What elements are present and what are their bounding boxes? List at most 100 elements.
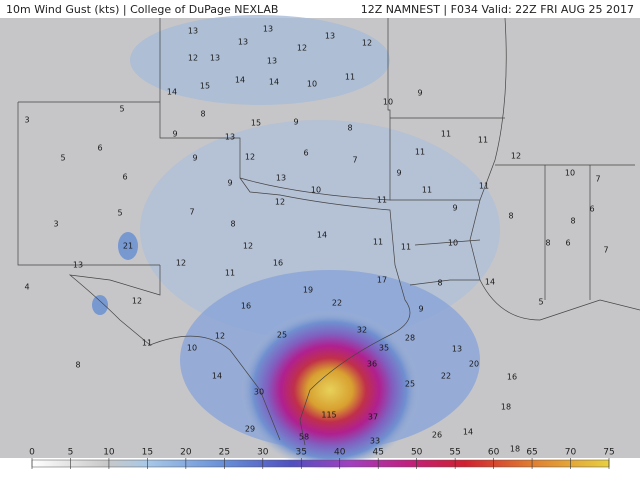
gust-label: 6 <box>565 239 570 248</box>
gust-label: 10 <box>187 344 197 353</box>
hurricane <box>240 310 420 470</box>
gust-label: 8 <box>230 220 235 229</box>
gust-label: 13 <box>73 261 83 270</box>
colorbar-label: 50 <box>411 448 423 458</box>
gust-label: 13 <box>188 27 198 36</box>
gust-label: 10 <box>565 169 575 178</box>
gust-label: 5 <box>117 209 122 218</box>
gust-label: 7 <box>595 175 600 184</box>
gust-label: 11 <box>401 243 411 252</box>
colorbar-label: 10 <box>103 448 115 458</box>
gust-label: 14 <box>235 76 245 85</box>
gust-label: 10 <box>307 80 317 89</box>
gust-label: 19 <box>303 286 313 295</box>
gust-label: 9 <box>417 89 422 98</box>
gust-label: 26 <box>432 431 442 440</box>
gust-label: 33 <box>370 437 380 446</box>
gust-label: 9 <box>192 154 197 163</box>
gust-label: 13 <box>325 32 335 41</box>
gust-label: 9 <box>452 204 457 213</box>
gust-label: 15 <box>200 82 210 91</box>
gust-label: 5 <box>60 154 65 163</box>
gust-label: 14 <box>485 278 495 287</box>
gust-label: 16 <box>241 302 251 311</box>
gust-label: 8 <box>570 217 575 226</box>
gust-label: 6 <box>589 205 594 214</box>
gust-label: 5 <box>538 298 543 307</box>
gust-label: 12 <box>243 242 253 251</box>
gust-label: 9 <box>293 118 298 127</box>
gust-label: 11 <box>142 339 152 348</box>
gust-label: 13 <box>210 54 220 63</box>
gust-label: 32 <box>357 326 367 335</box>
gust-label: 12 <box>132 297 142 306</box>
wind-region <box>118 232 138 260</box>
gust-label: 9 <box>396 169 401 178</box>
gust-label: 11 <box>373 238 383 247</box>
wind-region <box>130 15 390 105</box>
gust-label: 11 <box>415 148 425 157</box>
gust-label: 18 <box>510 445 520 454</box>
gust-label: 3 <box>53 220 58 229</box>
gust-label: 25 <box>277 331 287 340</box>
colorbar <box>31 459 610 468</box>
gust-label: 15 <box>251 119 261 128</box>
header-left: 10m Wind Gust (kts) | College of DuPage … <box>6 3 278 16</box>
colorbar-label: 45 <box>372 448 383 458</box>
gust-label: 10 <box>383 98 393 107</box>
gust-label: 9 <box>227 179 232 188</box>
gust-label: 13 <box>225 133 235 142</box>
gust-label: 9 <box>172 130 177 139</box>
gust-label: 12 <box>511 152 521 161</box>
gust-label: 21 <box>123 242 133 251</box>
gust-label: 5 <box>119 105 124 114</box>
colorbar-label: 0 <box>29 448 35 458</box>
gust-label: 11 <box>479 182 489 191</box>
gust-label: 8 <box>545 239 550 248</box>
colorbar-label: 75 <box>603 448 614 458</box>
colorbar-label: 70 <box>565 448 577 458</box>
gust-label: 12 <box>215 332 225 341</box>
gust-label: 14 <box>212 372 222 381</box>
gust-label: 11 <box>422 186 432 195</box>
gust-label: 14 <box>317 231 327 240</box>
colorbar-label: 55 <box>449 448 460 458</box>
gust-label: 14 <box>463 428 473 437</box>
colorbar-label: 60 <box>488 448 500 458</box>
gust-label: 3 <box>24 116 29 125</box>
gust-label: 10 <box>448 239 458 248</box>
gust-label: 16 <box>507 373 517 382</box>
gust-label: 8 <box>508 212 513 221</box>
gust-label: 10 <box>311 186 321 195</box>
gust-label: 22 <box>441 372 451 381</box>
gust-label: 12 <box>297 44 307 53</box>
gust-label: 8 <box>437 279 442 288</box>
gust-label: 17 <box>377 276 387 285</box>
gust-label: 13 <box>263 25 273 34</box>
colorbar-label: 25 <box>219 448 230 458</box>
gust-label: 12 <box>188 54 198 63</box>
gust-label: 13 <box>238 38 248 47</box>
gust-label: 6 <box>122 173 127 182</box>
colorbar-label: 15 <box>142 448 153 458</box>
gust-label: 12 <box>245 153 255 162</box>
gust-label: 16 <box>273 259 283 268</box>
gust-label: 13 <box>276 174 286 183</box>
colorbar-label: 20 <box>180 448 192 458</box>
gust-label: 12 <box>362 39 372 48</box>
colorbar-label: 30 <box>257 448 269 458</box>
gust-label: 20 <box>469 360 479 369</box>
gust-label: 29 <box>245 425 255 434</box>
gust-label: 12 <box>176 259 186 268</box>
gust-label: 7 <box>352 156 357 165</box>
gust-label: 30 <box>254 388 264 397</box>
gust-label: 12 <box>275 198 285 207</box>
colorbar-label: 35 <box>296 448 307 458</box>
gust-label: 4 <box>24 283 29 292</box>
gust-label: 115 <box>321 411 336 420</box>
gust-label: 35 <box>379 344 389 353</box>
gust-label: 11 <box>377 196 387 205</box>
gust-label: 8 <box>347 124 352 133</box>
gust-label: 11 <box>225 269 235 278</box>
